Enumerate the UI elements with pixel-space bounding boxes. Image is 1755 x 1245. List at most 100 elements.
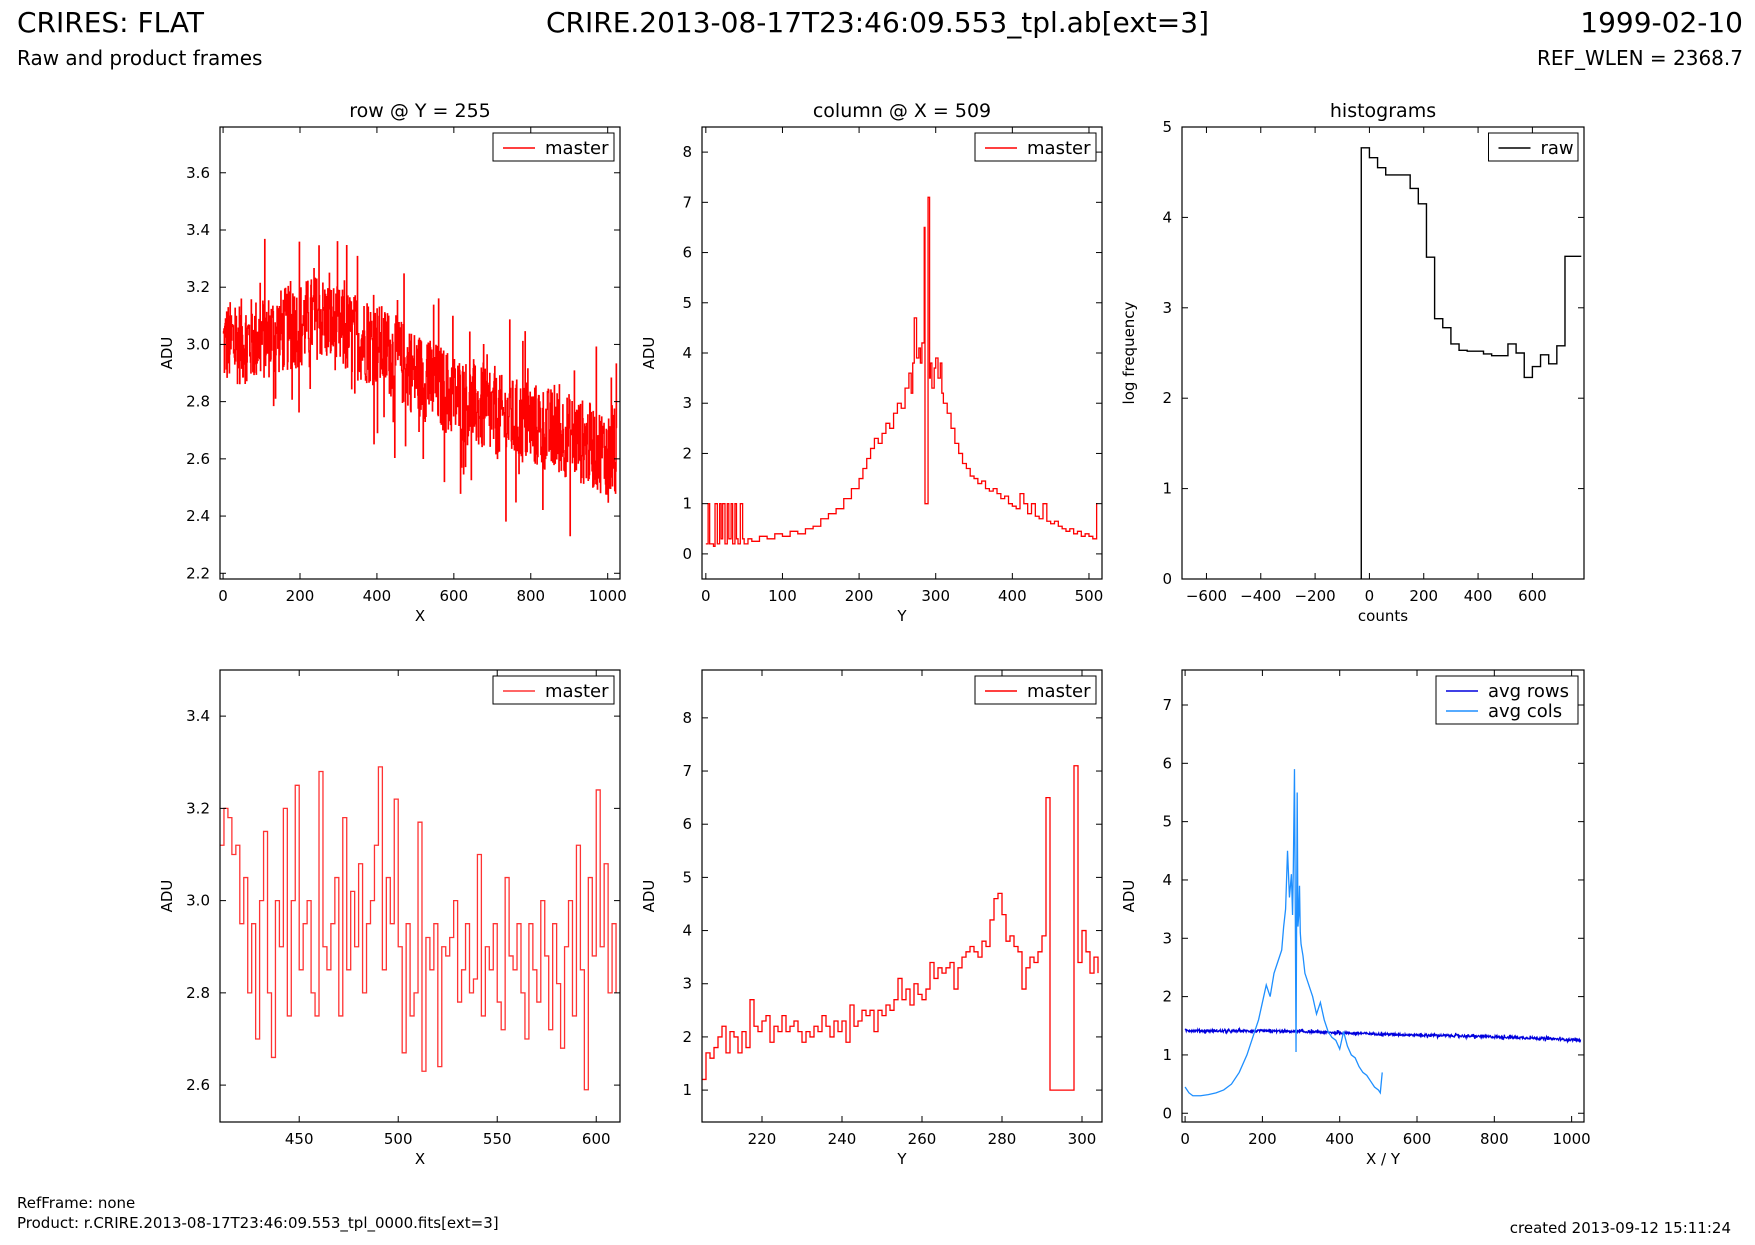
y-tick-label: 3.0 (186, 335, 210, 353)
page-subtitle: Raw and product frames (17, 46, 263, 70)
y-tick-label: 1 (1162, 1046, 1172, 1064)
x-tick-label: 0 (1365, 587, 1375, 605)
series-line-master (702, 765, 1099, 1091)
legend: raw (1488, 132, 1579, 162)
x-axis-label: X / Y (1366, 1150, 1401, 1168)
legend-box (492, 132, 615, 162)
x-tick-label: 200 (845, 587, 874, 605)
y-tick-label: 2.2 (186, 564, 210, 582)
y-tick-label: 3.4 (186, 707, 210, 725)
x-axis-label: Y (896, 607, 907, 625)
axes-frame (1181, 126, 1585, 580)
file-name: CRIRE.2013-08-17T23:46:09.553_tpl.ab[ext… (545, 6, 1209, 39)
chart-panel-2: 0 100 200 300 400 500 0 1 2 3 4 5 6 7 8 column @ X = 50… (640, 100, 1103, 625)
chart-panel-3: −600 −400 −200 0 200 400 600 0 1 2 3 4 5 histograms co… (1120, 100, 1585, 625)
y-tick-label: 3.2 (186, 278, 210, 296)
legend-box (492, 675, 615, 705)
legend-label: avg cols (1488, 701, 1562, 722)
x-axis-label: X (415, 607, 425, 625)
y-tick-label: 3.6 (186, 164, 210, 182)
y-tick-label: 3 (682, 975, 692, 993)
chart-panel-6: 0 200 400 600 800 1000 0 1 2 3 4 5 6 7 X / Y ADU avg row… (1120, 669, 1591, 1168)
y-tick-label: 2.6 (186, 450, 210, 468)
legend: master (974, 132, 1097, 162)
y-tick-label: 3.0 (186, 892, 210, 910)
legend-box (974, 132, 1097, 162)
y-axis-label: log frequency (1120, 301, 1138, 404)
x-axis-label: Y (896, 1150, 907, 1168)
y-tick-label: 8 (682, 709, 692, 727)
y-tick-label: 5 (682, 868, 692, 886)
x-tick-label: 0 (218, 587, 228, 605)
refframe-label: RefFrame: none (17, 1194, 136, 1212)
x-tick-label: 550 (483, 1130, 512, 1148)
series-line-avg-rows (1184, 1026, 1582, 1044)
y-tick-label: 5 (1162, 118, 1172, 136)
legend-label: master (545, 138, 609, 159)
y-tick-label: 3 (1162, 299, 1172, 317)
legend-label: master (1027, 138, 1091, 159)
y-tick-label: 2 (682, 444, 692, 462)
x-tick-label: 500 (1075, 587, 1104, 605)
x-tick-label: 240 (828, 1130, 857, 1148)
x-tick-label: 400 (1325, 1130, 1354, 1148)
x-tick-label: 220 (748, 1130, 777, 1148)
x-tick-label: 260 (908, 1130, 937, 1148)
x-tick-label: 200 (1409, 587, 1438, 605)
y-tick-label: 4 (1162, 208, 1172, 226)
axes-frame (219, 669, 621, 1123)
axes-frame (1181, 669, 1585, 1123)
x-tick-label: −600 (1186, 587, 1227, 605)
x-tick-label: 400 (998, 587, 1027, 605)
series-line-avg-cols (1184, 769, 1383, 1097)
y-tick-label: 7 (682, 193, 692, 211)
y-tick-label: 7 (682, 762, 692, 780)
chart-panel-4: 450 500 550 600 2.6 2.8 3.0 3.2 3.4 X ADU master (158, 669, 621, 1168)
y-tick-label: 1 (682, 1081, 692, 1099)
axes-frame (219, 126, 621, 580)
y-tick-label: 3.2 (186, 799, 210, 817)
legend: master (492, 132, 615, 162)
x-tick-label: 280 (988, 1130, 1017, 1148)
legend-label: raw (1541, 138, 1574, 159)
x-tick-label: 800 (1480, 1130, 1509, 1148)
y-tick-label: 3.4 (186, 221, 210, 239)
x-tick-label: 200 (1248, 1130, 1277, 1148)
x-tick-label: 600 (440, 587, 469, 605)
x-axis-label: counts (1358, 607, 1408, 625)
y-axis-label: ADU (640, 337, 658, 370)
x-tick-label: 200 (286, 587, 315, 605)
y-tick-label: 2.4 (186, 507, 210, 525)
y-axis-label: ADU (640, 880, 658, 913)
y-tick-label: 1 (1162, 480, 1172, 498)
y-tick-label: 5 (682, 294, 692, 312)
chart-panel-1: 0 200 400 600 800 1000 2.2 2.4 2.6 2.8 3.0 3.2 3.4 3.… (158, 100, 627, 625)
y-tick-label: 2.6 (186, 1076, 210, 1094)
x-tick-label: 300 (921, 587, 950, 605)
x-tick-label: 600 (1518, 587, 1547, 605)
y-axis-label: ADU (1120, 880, 1138, 913)
y-tick-label: 2 (1162, 988, 1172, 1006)
chart-title: row @ Y = 255 (349, 100, 491, 122)
created-label: created 2013-09-12 15:11:24 (1509, 1219, 1731, 1237)
legend: master (492, 675, 615, 705)
chart-title: column @ X = 509 (813, 100, 991, 122)
x-tick-label: 400 (363, 587, 392, 605)
y-tick-label: 2 (682, 1028, 692, 1046)
y-tick-label: 7 (1162, 696, 1172, 714)
y-tick-label: 2.8 (186, 393, 210, 411)
y-tick-label: 5 (1162, 813, 1172, 831)
x-tick-label: 0 (701, 587, 711, 605)
y-tick-label: 4 (1162, 871, 1172, 889)
x-tick-label: 1000 (589, 587, 627, 605)
legend-label: master (1027, 681, 1091, 702)
legend-box (1488, 132, 1579, 162)
obs-date: 1999-02-10 (1580, 6, 1743, 39)
x-axis-label: X (415, 1150, 425, 1168)
series-line-master (705, 196, 1098, 548)
x-tick-label: −400 (1240, 587, 1281, 605)
x-tick-label: 100 (768, 587, 797, 605)
legend: master (974, 675, 1097, 705)
legend-box (974, 675, 1097, 705)
